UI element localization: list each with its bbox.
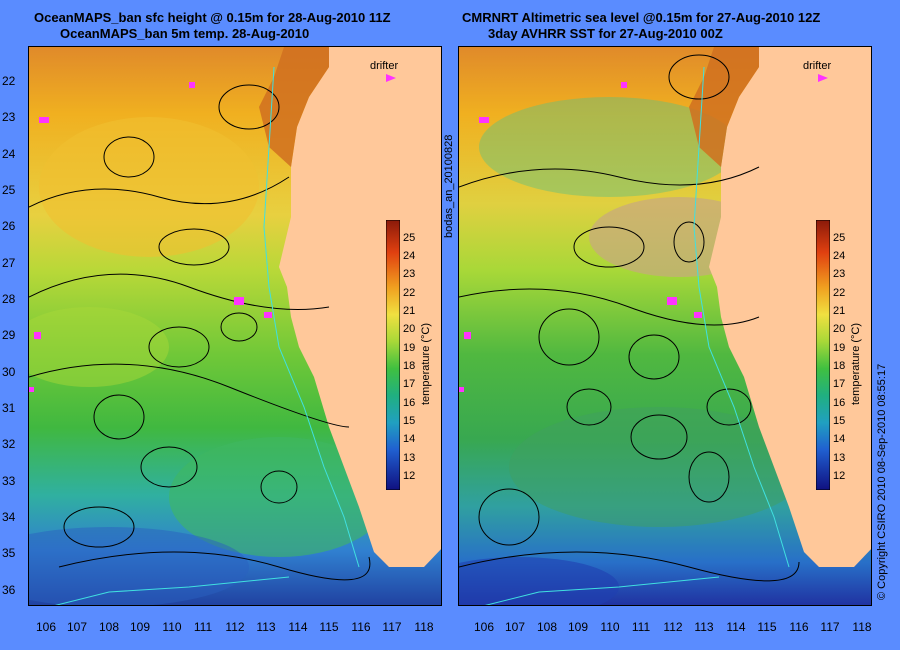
colorbar-tick: 17 bbox=[833, 378, 846, 390]
lat-label: 28 bbox=[2, 292, 16, 306]
lon-label: 110 bbox=[162, 620, 182, 634]
lon-label: 113 bbox=[256, 620, 276, 634]
colorbar-tick: 17 bbox=[403, 378, 416, 390]
colorbar-tick: 24 bbox=[403, 250, 416, 262]
lon-label: 118 bbox=[852, 620, 872, 634]
lon-label: 118 bbox=[414, 620, 434, 634]
colorbar-tick: 16 bbox=[403, 397, 416, 409]
colorbar-tick: 15 bbox=[833, 415, 846, 427]
lon-label: 114 bbox=[288, 620, 308, 634]
lon-label: 111 bbox=[193, 620, 213, 634]
lon-label: 109 bbox=[129, 620, 151, 634]
lon-label: 116 bbox=[351, 620, 371, 634]
lon-label: 108 bbox=[98, 620, 120, 634]
colorbar-right bbox=[816, 220, 830, 490]
colorbar-tick: 25 bbox=[403, 232, 416, 244]
colorbar-tick: 23 bbox=[403, 268, 416, 280]
colorbar-tick: 13 bbox=[403, 452, 416, 464]
drifter-label-right: drifter bbox=[803, 60, 832, 72]
lat-label: 33 bbox=[2, 474, 16, 488]
colorbar-tick: 18 bbox=[833, 360, 846, 372]
colorbar-tick: 12 bbox=[403, 470, 416, 482]
lat-label: 31 bbox=[2, 401, 16, 415]
lat-label: 29 bbox=[2, 328, 16, 342]
colorbar-tick: 14 bbox=[403, 433, 416, 445]
lon-label: 116 bbox=[789, 620, 809, 634]
colorbar-tick: 22 bbox=[403, 287, 416, 299]
left-title-line2: OceanMAPS_ban 5m temp. 28-Aug-2010 bbox=[60, 26, 310, 41]
colorbar-tick: 14 bbox=[833, 433, 846, 445]
left-title-line1: OceanMAPS_ban sfc height @ 0.15m for 28-… bbox=[34, 10, 391, 25]
lat-label: 27 bbox=[2, 256, 16, 270]
colorbar-tick: 12 bbox=[833, 470, 846, 482]
lat-label: 32 bbox=[2, 437, 16, 451]
drifter-marker-right-icon bbox=[818, 74, 828, 82]
lon-label: 115 bbox=[757, 620, 777, 634]
product-id-text: bodas_an_20100828 bbox=[443, 134, 455, 238]
lon-label: 107 bbox=[66, 620, 88, 634]
lon-label: 110 bbox=[600, 620, 620, 634]
lon-label: 117 bbox=[382, 620, 402, 634]
drifter-label-left: drifter bbox=[370, 60, 399, 72]
left-map-panel bbox=[28, 46, 442, 606]
right-sst-map bbox=[459, 47, 871, 605]
copyright-text: © Copyright CSIRO 2010 08-Sep-2010 08:55… bbox=[876, 363, 888, 600]
lon-label: 107 bbox=[504, 620, 526, 634]
colorbar-tick: 15 bbox=[403, 415, 416, 427]
lat-label: 34 bbox=[2, 510, 16, 524]
right-title-line1: CMRNRT Altimetric sea level @0.15m for 2… bbox=[462, 10, 821, 25]
colorbar-tick: 25 bbox=[833, 232, 846, 244]
lon-label: 111 bbox=[631, 620, 651, 634]
lon-label: 117 bbox=[820, 620, 840, 634]
drifter-marker-left-icon bbox=[386, 74, 396, 82]
lon-label: 108 bbox=[536, 620, 558, 634]
right-map-panel bbox=[458, 46, 872, 606]
colorbar-tick: 13 bbox=[833, 452, 846, 464]
colorbar-tick: 19 bbox=[833, 342, 846, 354]
colorbar-title-right: temperature (°C) bbox=[850, 322, 862, 405]
lat-label: 26 bbox=[2, 219, 16, 233]
lon-label: 112 bbox=[663, 620, 683, 634]
lon-label: 114 bbox=[726, 620, 746, 634]
colorbar-tick: 22 bbox=[833, 287, 846, 299]
colorbar-tick: 23 bbox=[833, 268, 846, 280]
colorbar-tick: 20 bbox=[403, 323, 416, 335]
colorbar-tick: 21 bbox=[403, 305, 416, 317]
lat-label: 35 bbox=[2, 546, 16, 560]
colorbar-tick: 20 bbox=[833, 323, 846, 335]
right-title-line2: 3day AVHRR SST for 27-Aug-2010 00Z bbox=[488, 26, 723, 41]
lon-label: 115 bbox=[319, 620, 339, 634]
colorbar-tick: 24 bbox=[833, 250, 846, 262]
lat-label: 22 bbox=[2, 74, 16, 88]
lat-label: 36 bbox=[2, 583, 16, 597]
colorbar-tick: 16 bbox=[833, 397, 846, 409]
colorbar-tick: 21 bbox=[833, 305, 846, 317]
colorbar-tick: 19 bbox=[403, 342, 416, 354]
lon-label: 113 bbox=[694, 620, 714, 634]
lat-label: 23 bbox=[2, 110, 16, 124]
colorbar-title-left: temperature (°C) bbox=[420, 322, 432, 405]
lon-label: 112 bbox=[225, 620, 245, 634]
left-sst-map bbox=[29, 47, 441, 605]
lon-label: 106 bbox=[473, 620, 495, 634]
lat-label: 25 bbox=[2, 183, 16, 197]
lon-label: 109 bbox=[567, 620, 589, 634]
lat-label: 24 bbox=[2, 147, 16, 161]
colorbar-tick: 18 bbox=[403, 360, 416, 372]
colorbar-left bbox=[386, 220, 400, 490]
lat-label: 30 bbox=[2, 365, 16, 379]
lon-label: 106 bbox=[35, 620, 57, 634]
